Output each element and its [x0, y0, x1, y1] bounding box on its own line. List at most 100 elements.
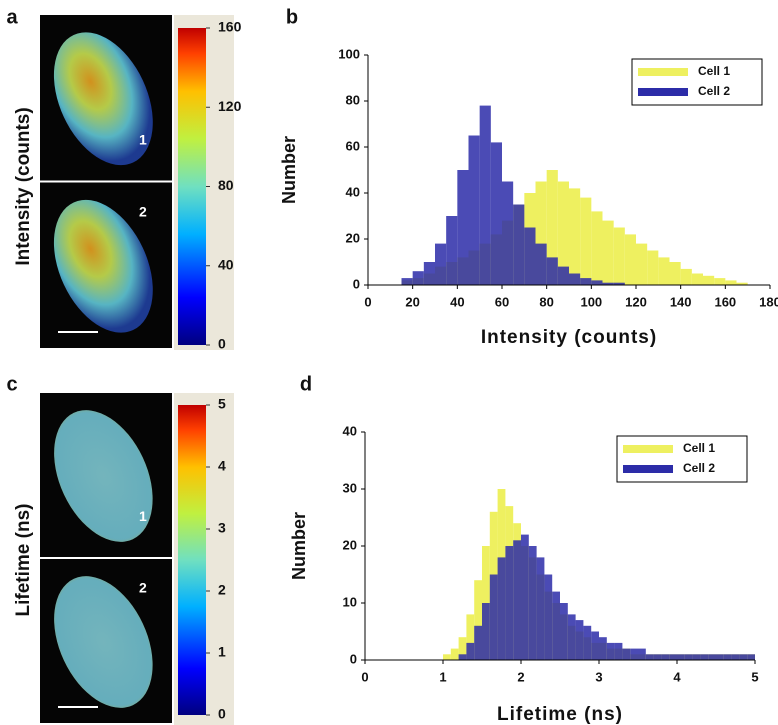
histogram-bar [580, 278, 592, 285]
legend-box [631, 58, 763, 106]
histogram-bar [450, 648, 459, 660]
histogram-bar [703, 275, 715, 285]
x-axis-label: Intensity (counts) [481, 327, 657, 348]
histogram-bar [661, 654, 670, 660]
histogram-bar [638, 648, 646, 660]
colorbar-tick-label: 3 [218, 520, 226, 536]
histogram-bar [546, 170, 558, 285]
histogram-bar [647, 250, 659, 285]
cell-label: 1 [139, 131, 147, 147]
histogram-bar [691, 273, 703, 285]
histogram-bar [653, 654, 662, 660]
histogram-bar [569, 273, 581, 285]
histogram-bar [606, 642, 615, 660]
x-axis-label: Lifetime (ns) [497, 704, 623, 725]
legend-label: Cell 2 [698, 84, 730, 98]
histogram-bar [513, 540, 521, 660]
colorbar [178, 28, 206, 345]
colorbar-tick-label: 40 [218, 256, 234, 272]
panel-label: b [286, 6, 298, 28]
histogram-bar [466, 642, 475, 660]
y-tick-label: 30 [343, 480, 357, 495]
y-tick-label: 60 [346, 138, 360, 153]
y-axis-label: Intensity (counts) [13, 107, 34, 265]
histogram-bar [708, 654, 716, 660]
histogram-bar [614, 642, 623, 660]
colorbar-tick-label: 5 [218, 396, 226, 412]
histogram-bar [591, 631, 599, 660]
histogram-bar [557, 181, 569, 285]
y-tick-label: 40 [343, 423, 357, 438]
histogram-bar [466, 614, 475, 660]
x-tick-label: 120 [625, 294, 647, 309]
y-tick-label: 40 [346, 184, 360, 199]
panel-label: c [6, 373, 17, 395]
legend-swatch [623, 465, 673, 473]
histogram-bar [544, 574, 553, 660]
histogram-bar [622, 648, 631, 660]
histogram-bar [692, 654, 701, 660]
histogram-bar [505, 546, 514, 660]
histogram-bar [599, 637, 607, 660]
histogram-bar [557, 266, 569, 285]
x-tick-label: 3 [595, 669, 602, 684]
histogram-bar [680, 268, 692, 285]
panel-label: d [300, 373, 312, 395]
x-tick-label: 40 [450, 294, 464, 309]
histogram-bar [602, 282, 614, 285]
histogram-bar [482, 603, 490, 660]
colorbar [178, 405, 206, 715]
histogram-bar [684, 654, 693, 660]
x-tick-label: 160 [714, 294, 736, 309]
histogram-bar [716, 654, 724, 660]
histogram-bar [513, 204, 525, 285]
histogram-bar [474, 625, 482, 660]
histogram-bar [490, 142, 502, 285]
colorbar-tick-label: 160 [218, 19, 242, 35]
x-tick-label: 1 [439, 669, 446, 684]
x-tick-label: 180 [759, 294, 778, 309]
histogram-bar [569, 188, 581, 285]
histogram-bar [560, 603, 568, 660]
colorbar-tick-label: 120 [218, 98, 242, 114]
cell [53, 32, 153, 166]
histogram-bar [739, 654, 748, 660]
histogram-bar [443, 654, 451, 660]
x-tick-label: 20 [405, 294, 419, 309]
histogram-bar [497, 557, 506, 660]
colorbar-tick-label: 2 [218, 582, 226, 598]
colorbar-tick-label: 0 [218, 706, 226, 722]
colorbar-tick-label: 4 [218, 458, 226, 474]
cell [54, 410, 153, 542]
y-axis-label: Number [279, 136, 299, 204]
histogram-bar [714, 278, 726, 285]
cell-label: 2 [139, 203, 147, 219]
histogram-bar [536, 557, 545, 660]
histogram-bar [677, 654, 685, 660]
histogram-bar [479, 105, 491, 285]
histogram-bar [669, 262, 681, 285]
histogram-bar [401, 278, 413, 285]
histogram-bar [747, 654, 755, 660]
legend-box [616, 435, 748, 483]
histogram-bar [489, 574, 498, 660]
histogram-bar [700, 654, 709, 660]
histogram-bar [725, 280, 737, 285]
cell-label: 1 [139, 508, 147, 524]
colorbar-tick-label: 1 [218, 644, 226, 660]
histogram-bar [583, 625, 592, 660]
legend-swatch [638, 68, 688, 76]
histogram-bar [446, 216, 458, 285]
histogram-bar [731, 654, 740, 660]
histogram-bar [468, 135, 480, 285]
colorbar-tick-label: 80 [218, 177, 234, 193]
cell [54, 576, 153, 708]
histogram-bar [591, 211, 603, 285]
x-tick-label: 80 [539, 294, 553, 309]
histogram-bar [580, 197, 592, 285]
histogram-bar [435, 243, 447, 285]
x-tick-label: 100 [580, 294, 602, 309]
histogram-bar [528, 546, 537, 660]
x-tick-label: 4 [673, 669, 681, 684]
